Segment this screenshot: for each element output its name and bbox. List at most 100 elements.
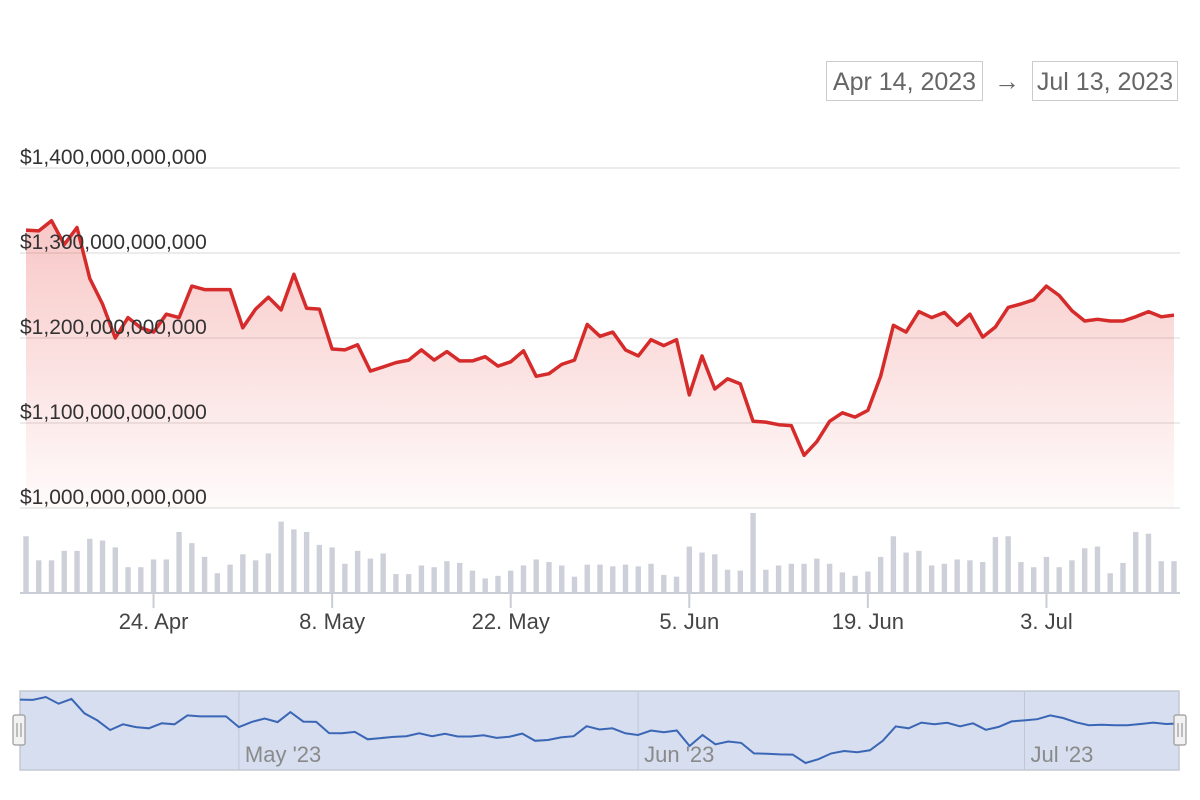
volume-bar <box>354 550 361 593</box>
volume-bar <box>252 560 259 593</box>
volume-bar <box>380 553 386 593</box>
volume-bar <box>635 566 641 593</box>
y-tick-label: $1,300,000,000,000 <box>20 231 207 254</box>
volume-bar <box>405 574 412 593</box>
price-area <box>25 218 1175 508</box>
volume-bar <box>916 550 922 593</box>
y-tick-label: $1,200,000,000,000 <box>20 316 207 339</box>
volume-bar <box>584 564 590 593</box>
volume-bar <box>775 565 782 593</box>
volume-bar <box>1094 546 1101 593</box>
volume-bar <box>150 559 157 593</box>
volume-bar <box>877 556 884 593</box>
volume-bar <box>176 531 182 593</box>
volume-bar <box>1145 533 1152 593</box>
navigator[interactable]: May '23 Jun '23 Jul '23 <box>12 690 1187 771</box>
volume-bar <box>520 565 527 593</box>
volume-bar <box>227 564 233 593</box>
volume-bar <box>1107 573 1113 593</box>
y-tick-label: $1,400,000,000,000 <box>20 146 207 169</box>
volume-bar <box>1171 561 1177 593</box>
volume-bar <box>482 578 488 593</box>
volume-bar <box>826 563 833 593</box>
volume-bar <box>839 572 846 593</box>
volume-bar <box>508 570 514 593</box>
volume-bar <box>1133 531 1139 593</box>
navigator-left-handle[interactable] <box>12 714 26 746</box>
volume-bar <box>342 563 348 593</box>
volume-bar <box>431 567 437 593</box>
volume-bar <box>941 563 948 593</box>
volume-bar <box>201 556 208 593</box>
volume-bar <box>87 538 93 593</box>
y-tick-label: $1,000,000,000,000 <box>20 486 207 509</box>
navigator-right-handle[interactable] <box>1173 714 1187 746</box>
price-area-fill <box>26 220 1174 508</box>
volume-bar <box>903 552 909 593</box>
volume-bar <box>214 573 221 593</box>
volume-bar <box>610 566 616 593</box>
volume-bar <box>1069 560 1075 593</box>
volume-bar <box>189 543 195 593</box>
volume-bar <box>163 559 170 593</box>
volume-bar <box>418 565 425 593</box>
volume-bar <box>48 560 55 593</box>
volume-bar <box>36 560 42 593</box>
volume-bar <box>291 529 297 593</box>
price-line <box>25 218 1175 458</box>
volume-bar <box>444 561 450 593</box>
y-axis-labels: $1,400,000,000,000 $1,300,000,000,000 $1,2… <box>20 146 207 509</box>
volume-bar <box>61 550 67 593</box>
volume-bar <box>699 552 705 593</box>
volume-bar <box>788 563 795 593</box>
volume-bar <box>801 563 807 593</box>
volume-bar <box>546 562 552 593</box>
volume-bar <box>456 562 463 593</box>
volume-bar <box>495 575 501 593</box>
volume-bar <box>571 576 578 593</box>
volume-bar <box>967 560 973 593</box>
volume-bar <box>597 564 603 593</box>
volume-bar <box>852 575 858 593</box>
volume-bar <box>712 554 718 593</box>
volume-bar <box>1082 548 1088 593</box>
navigator-label: Jul '23 <box>1030 742 1093 767</box>
volume-bar <box>992 537 999 593</box>
volume-bar <box>750 513 756 593</box>
volume-bar <box>648 563 654 593</box>
volume-bar <box>928 565 935 593</box>
volume-bar <box>865 571 871 593</box>
volume-bar <box>763 569 769 593</box>
volume-bar <box>661 574 667 593</box>
volume-bar <box>1018 562 1024 593</box>
volume-bar <box>329 547 335 593</box>
volume-bar <box>265 553 272 593</box>
volume-bar <box>533 559 539 593</box>
x-axis: 24. Apr 8. May 22. May 5. Jun 19. Jun 3. Jul <box>20 592 1180 634</box>
volume-bar <box>1043 556 1050 593</box>
volume-bar <box>979 562 986 593</box>
volume-bar <box>686 546 692 593</box>
volume-bars <box>23 513 1177 593</box>
volume-bar <box>240 554 246 593</box>
volume-bar <box>622 564 629 593</box>
volume-bar <box>1056 567 1062 593</box>
range-arrow-icon: → <box>994 66 1020 96</box>
volume-bar <box>393 574 399 593</box>
volume-bar <box>74 550 80 593</box>
x-tick-label: 24. Apr <box>119 609 189 634</box>
volume-bar <box>814 558 820 593</box>
x-tick-label: 19. Jun <box>832 609 904 634</box>
volume-bar <box>278 521 284 593</box>
range-to-input[interactable]: Jul 13, 2023 <box>1032 61 1178 101</box>
volume-bar <box>303 531 310 593</box>
x-tick-label: 3. Jul <box>1020 609 1073 634</box>
volume-bar <box>673 576 680 593</box>
volume-bar <box>99 540 106 593</box>
volume-bar <box>138 567 144 593</box>
volume-bar <box>1005 536 1011 593</box>
volume-bar <box>559 565 565 593</box>
volume-bar <box>367 558 374 593</box>
range-from-input[interactable]: Apr 14, 2023 <box>826 61 983 101</box>
